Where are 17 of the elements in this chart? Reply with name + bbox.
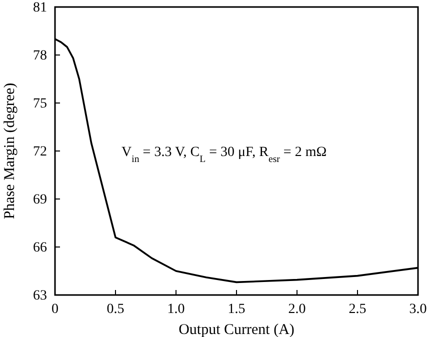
y-tick-label: 78	[33, 48, 47, 64]
y-tick-label: 75	[33, 96, 47, 112]
y-tick-label: 69	[33, 192, 47, 208]
x-tick-label: 1.0	[167, 302, 185, 317]
y-tick-label: 66	[33, 240, 47, 256]
x-tick-label: 0.5	[106, 302, 124, 317]
y-tick-label: 63	[33, 288, 47, 304]
x-axis-title: Output Current (A)	[178, 322, 294, 337]
x-tick-label: 3.0	[409, 302, 427, 317]
x-tick-label: 2.5	[348, 302, 366, 317]
y-tick-label: 81	[33, 0, 47, 16]
y-tick-label: 72	[33, 144, 47, 160]
y-axis-title: Phase Margin (degree)	[2, 82, 18, 220]
x-tick-label: 2.0	[288, 302, 306, 317]
x-tick-label: 1.5	[228, 302, 246, 317]
x-tick-label: 0	[52, 302, 58, 317]
annotation: V$_{in}$ = 3.3 V, C$_{L}$ = 30 μF, R$_{esr}$ = 2 mΩ	[122, 145, 327, 164]
